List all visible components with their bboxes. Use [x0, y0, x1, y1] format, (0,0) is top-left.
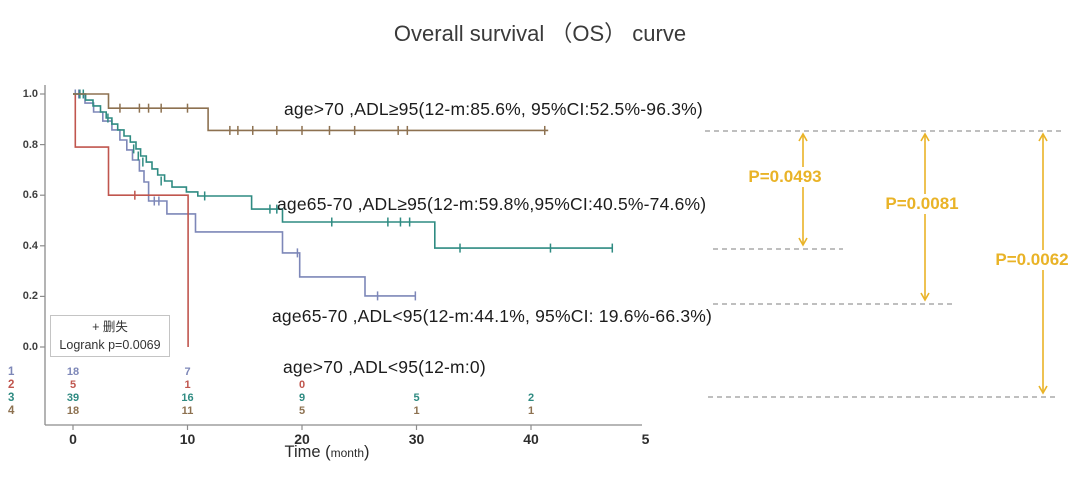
- risk-row-index: 4: [8, 405, 15, 417]
- x-axis-label-prefix: Time (: [284, 443, 331, 461]
- risk-count: 1: [413, 405, 420, 417]
- pvalue-label-0: P=0.0493: [745, 167, 825, 187]
- risk-row-index: 3: [8, 392, 15, 404]
- x-axis-label: Time (month): [285, 443, 370, 462]
- risk-count: 7: [184, 366, 191, 378]
- pvalue-label-1: P=0.0081: [882, 194, 962, 214]
- risk-count: 9: [298, 392, 306, 404]
- risk-row-index: 1: [8, 366, 15, 378]
- risk-count: 18: [66, 366, 80, 378]
- risk-count: 5: [69, 379, 77, 391]
- legend-label-3: age>70 ,ADL≥95(12-m:85.6%, 95%CI:52.5%-9…: [284, 99, 703, 119]
- km-curve-3: [73, 93, 549, 132]
- pvalue-arrowhead-down-1: [920, 292, 930, 302]
- risk-count: 2: [527, 392, 535, 404]
- y-tick-label: 0.2: [22, 290, 38, 303]
- risk-row-index: 2: [8, 379, 15, 391]
- risk-count: 16: [181, 392, 194, 404]
- x-tick-label: 5: [641, 431, 650, 447]
- y-tick-label: 0.6: [22, 189, 38, 202]
- risk-count: 18: [66, 405, 80, 417]
- legend-label-0: age65-70 ,ADL<95(12-m:44.1%, 95%CI: 19.6…: [272, 306, 713, 326]
- x-axis-label-suffix: ): [364, 443, 370, 461]
- risk-count: 5: [298, 405, 306, 417]
- risk-count: 0: [298, 379, 306, 391]
- km-curve-1: [73, 93, 189, 347]
- logrank-pvalue: Logrank p=0.0069: [59, 338, 161, 352]
- x-tick-label: 30: [408, 431, 425, 447]
- legend-label-2: age65-70 ,ADL≥95(12-m:59.8%,95%CI:40.5%-…: [277, 194, 707, 214]
- x-tick-label: 0: [69, 431, 77, 447]
- y-tick-label: 1.0: [22, 88, 38, 100]
- x-axis-label-unit: month: [330, 446, 364, 460]
- risk-count: 5: [413, 392, 420, 404]
- chart-title: Overall survival （OS） curve: [393, 21, 687, 46]
- km-curve-2: [73, 93, 613, 249]
- risk-count: 39: [66, 392, 80, 404]
- censor-legend-symbol-line: + 删失: [92, 320, 128, 334]
- pvalue-arrowhead-down-2: [1038, 385, 1048, 395]
- legend-label-1: age>70 ,ADL<95(12-m:0): [283, 357, 486, 377]
- risk-count: 1: [527, 405, 535, 417]
- pvalue-label-2: P=0.0062: [992, 250, 1072, 270]
- pvalue-arrowhead-down-0: [798, 237, 808, 247]
- y-tick-label: 0.4: [22, 239, 38, 252]
- pvalue-arrowhead-up-0: [798, 132, 808, 142]
- risk-count: 11: [181, 405, 194, 417]
- km-curve-0: [73, 93, 416, 297]
- x-tick-label: 40: [523, 431, 539, 447]
- x-tick-label: 20: [294, 431, 310, 447]
- censor-legend-box: + 删失 Logrank p=0.0069: [50, 315, 170, 357]
- pvalue-arrowhead-up-2: [1038, 132, 1048, 142]
- pvalue-arrowhead-up-1: [920, 132, 930, 142]
- y-tick-label: 0.0: [22, 341, 38, 353]
- x-tick-label: 10: [179, 431, 196, 447]
- risk-count: 1: [184, 379, 191, 391]
- y-tick-label: 0.8: [22, 138, 38, 151]
